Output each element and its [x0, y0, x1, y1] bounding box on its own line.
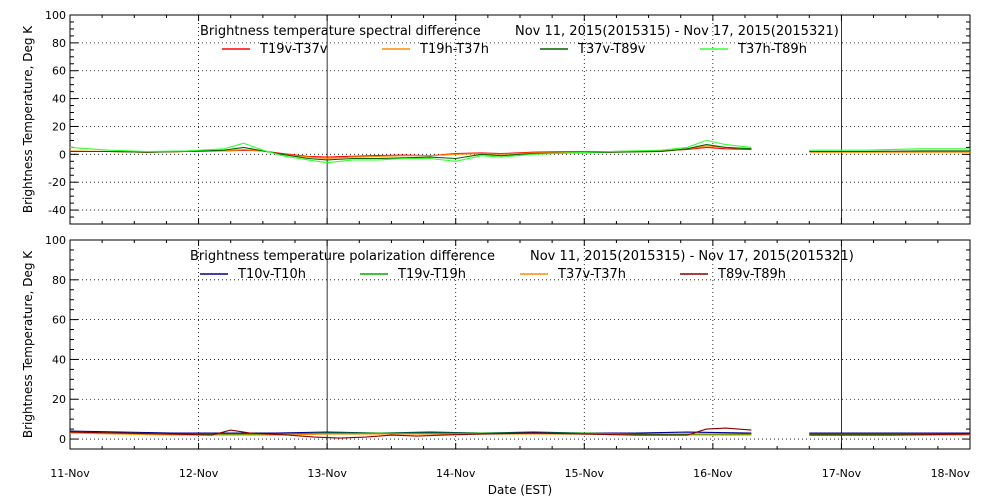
y-tick-label: 20	[52, 120, 66, 133]
series-line-t37v-t89v	[809, 150, 970, 153]
series-line-t37h-t89h	[809, 148, 970, 151]
series-line-t89v-t89h	[70, 427, 752, 439]
legend-label: T37v-T37h	[557, 267, 626, 282]
legend-label: T37h-T89h	[737, 42, 807, 57]
y-tick-label: 0	[59, 433, 66, 446]
x-tick-label: 17-Nov	[822, 467, 862, 480]
x-tick-label: 11-Nov	[50, 467, 90, 480]
x-tick-label: 15-Nov	[565, 467, 605, 480]
y-tick-label: 40	[52, 353, 66, 366]
y-tick-label: 100	[45, 234, 66, 247]
x-tick-label: 13-Nov	[307, 467, 347, 480]
legend-label: T19h-T37h	[419, 42, 489, 57]
chart-date-range: Nov 11, 2015(2015315) - Nov 17, 2015(201…	[515, 24, 839, 39]
y-tick-label: 0	[59, 148, 66, 161]
x-tick-label: 18-Nov	[931, 467, 971, 480]
y-tick-label: 80	[52, 37, 66, 50]
x-tick-label: 16-Nov	[693, 467, 733, 480]
legend-label: T19v-T19h	[397, 267, 466, 282]
y-tick-label: 60	[52, 65, 66, 78]
y-axis-title: Brightness Temperature, Deg K	[21, 250, 35, 438]
y-tick-label: 60	[52, 314, 66, 327]
plot-frame	[69, 239, 971, 450]
chart-title: Brightness temperature spectral differen…	[200, 24, 481, 39]
chart-date-range: Nov 11, 2015(2015315) - Nov 17, 2015(201…	[530, 249, 854, 264]
x-axis-title: Date (EST)	[488, 483, 552, 497]
series-line-t37h-t89h	[70, 139, 752, 164]
series-line-t89v-t89h	[809, 433, 970, 436]
y-axis-title: Brightness Temperature, Deg K	[21, 25, 35, 213]
y-tick-label: 80	[52, 274, 66, 287]
series-line-t37v-t89v	[70, 144, 752, 161]
legend-label: T19v-T37v	[259, 42, 328, 57]
series-group	[70, 139, 970, 164]
y-tick-label: -40	[48, 204, 66, 217]
series-group	[70, 427, 970, 439]
y-tick-label: -20	[48, 176, 66, 189]
plot-frame	[69, 14, 971, 225]
legend-label: T10v-T10h	[237, 267, 306, 282]
x-tick-label: 14-Nov	[436, 467, 476, 480]
legend-label: T37v-T89v	[577, 42, 646, 57]
legend-label: T89v-T89h	[717, 267, 786, 282]
chart-panel-1: -40 -20 0 20 40 60 80 100 Brightness Temperature…	[21, 9, 971, 225]
y-tick-label: 100	[45, 9, 66, 22]
chart-title: Brightness temperature polarization diff…	[190, 249, 495, 264]
chart-panel-2: 0 20 40 60 80 100 Brightness Temperature, Deg …	[21, 234, 971, 497]
x-tick-label: 12-Nov	[179, 467, 219, 480]
y-tick-label: 20	[52, 393, 66, 406]
y-tick-label: 40	[52, 93, 66, 106]
